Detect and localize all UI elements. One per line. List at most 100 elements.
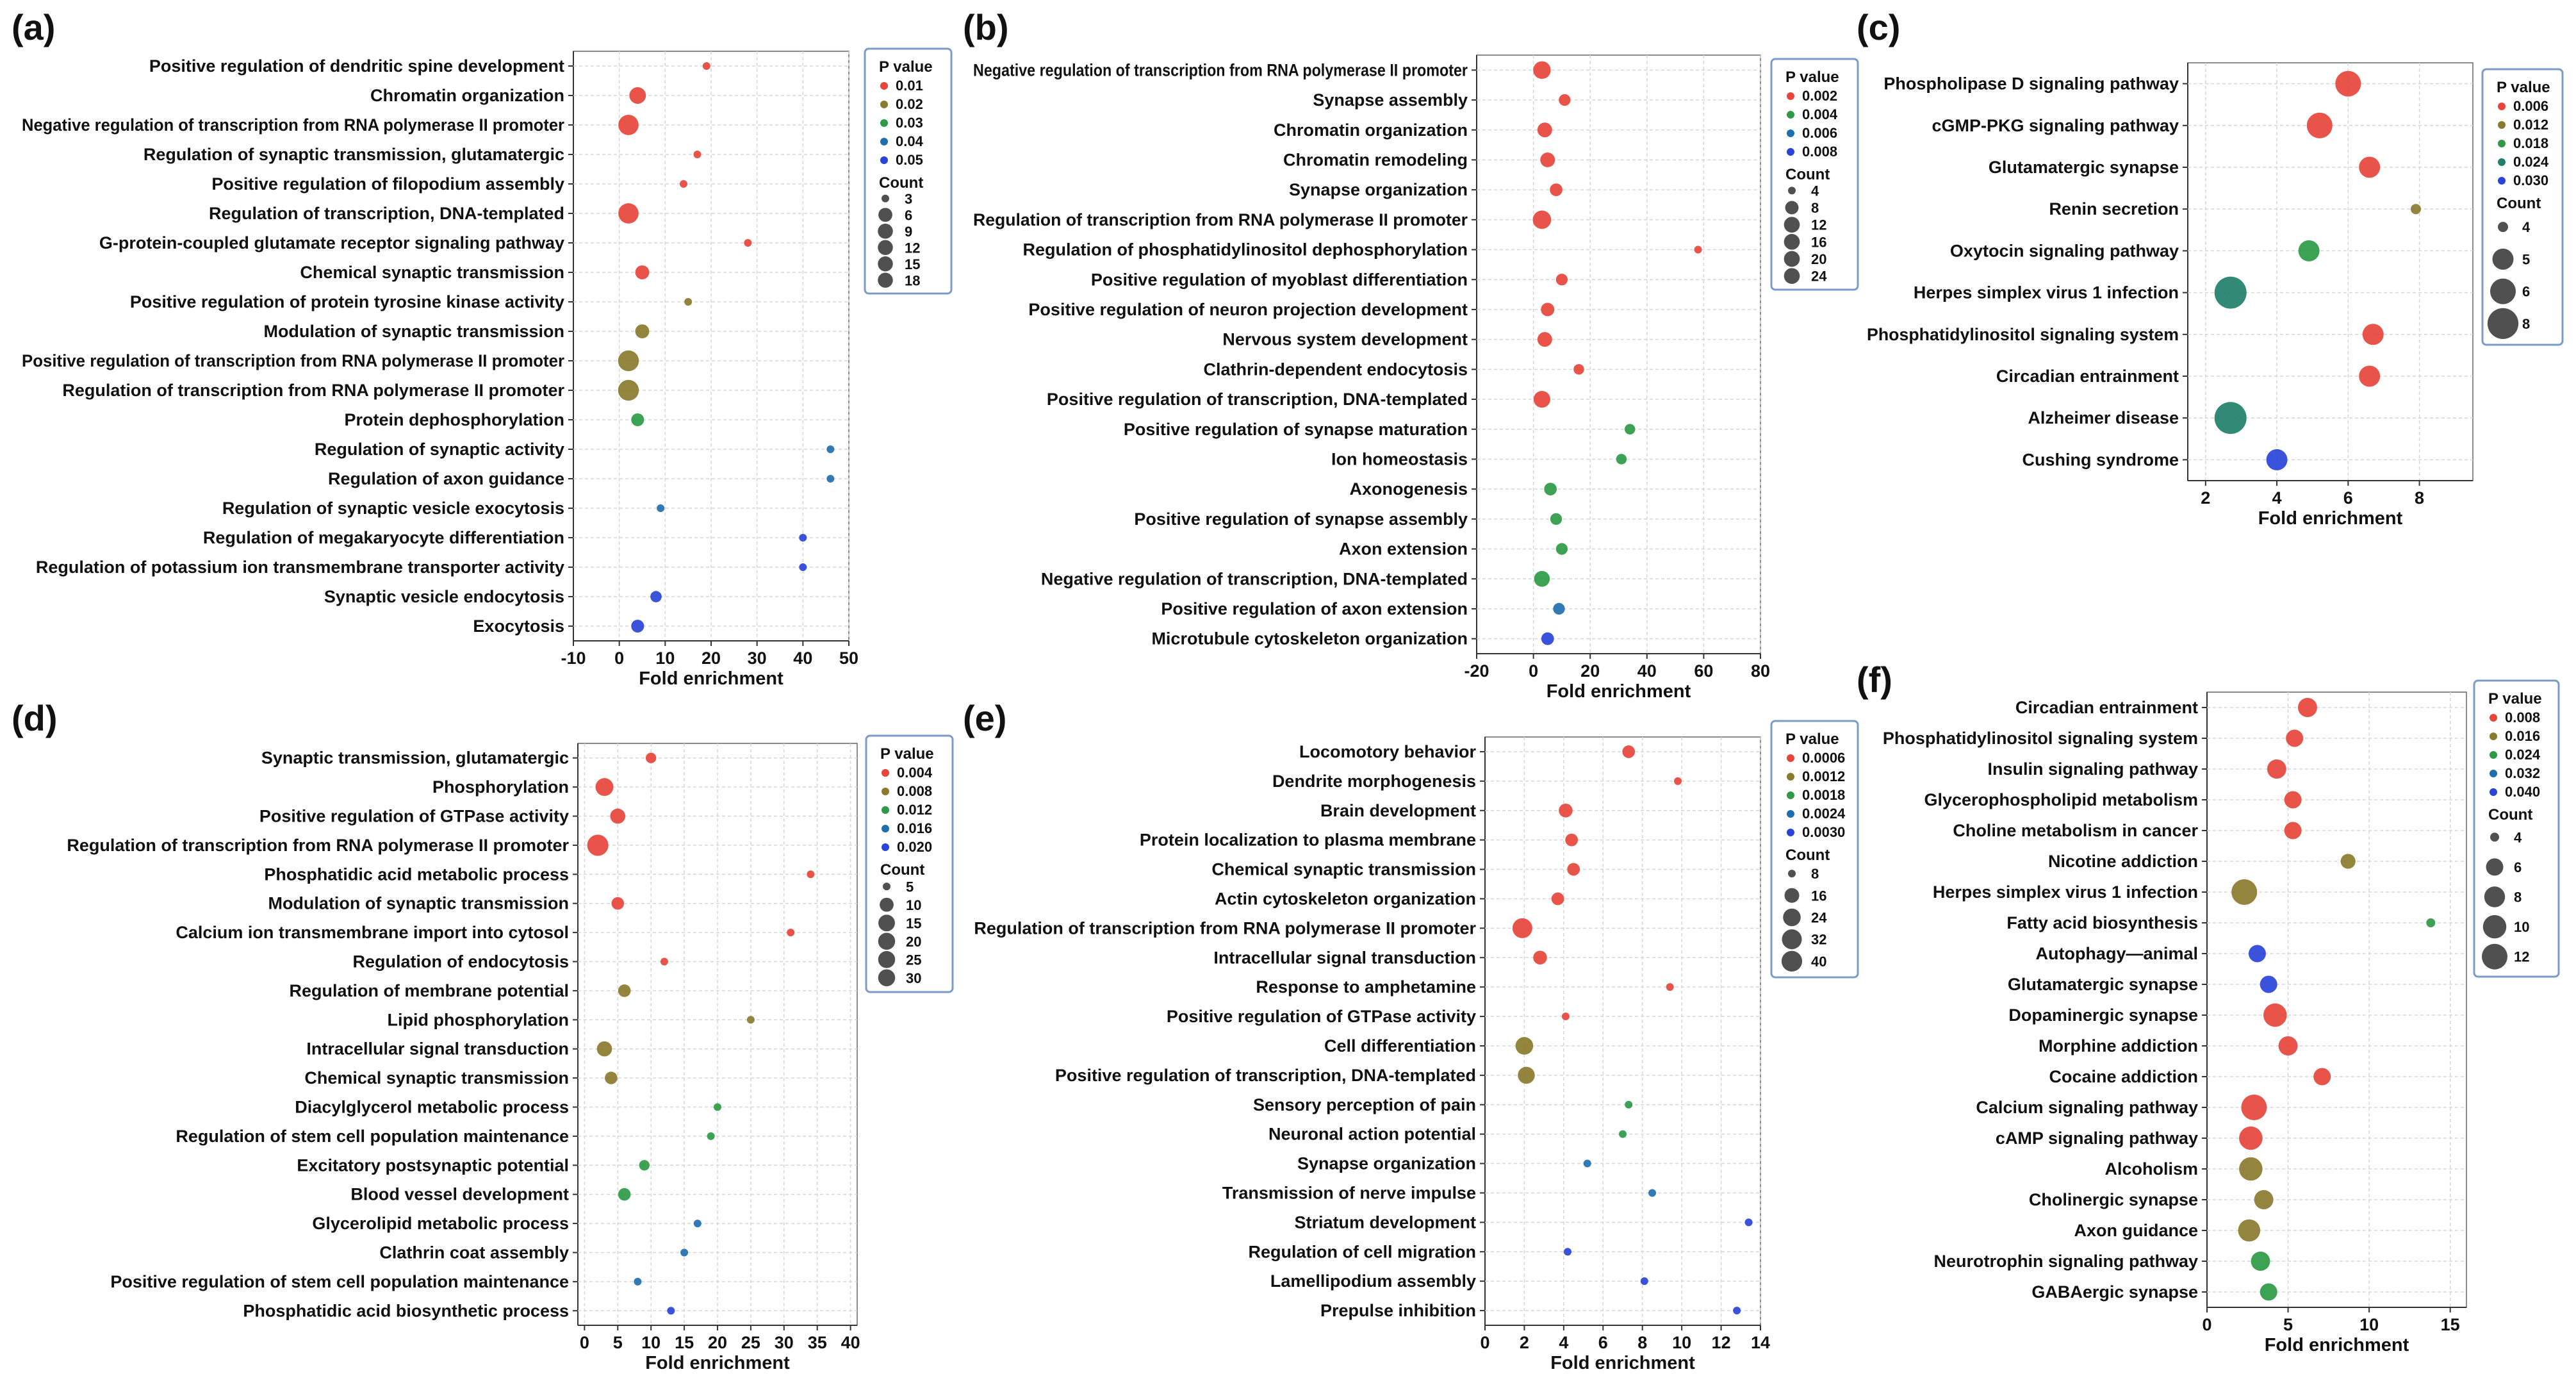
category-label: Regulation of megakaryocyte differentiat… [203,528,564,547]
legend: P value 0.006 0.012 0.018 0.024 0.030 Count 4 5 6… [2481,68,2564,346]
data-point [2284,791,2302,809]
category-label: Regulation of stem cell population maint… [176,1127,569,1146]
x-tick-label: 15 [2441,1315,2460,1334]
legend-pvalue-label: 0.024 [2505,747,2541,763]
legend-pvalue-title: P value [2488,690,2542,708]
x-tick-label: 6 [2343,488,2353,508]
legend-count-label: 5 [906,879,914,895]
category-label: Cushing syndrome [2022,450,2179,469]
category-label: Positive regulation of protein tyrosine … [130,292,564,311]
legend-count-swatch [878,208,892,222]
category-label: Positive regulation of axon extension [1161,599,1468,618]
legend-pvalue-label: 0.004 [1802,106,1838,122]
category-label: Regulation of transcription from RNA pol… [62,381,564,400]
category-label: Circadian entrainment [1996,367,2179,386]
legend-pvalue-swatch [1787,111,1794,119]
legend-pvalue-label: 0.0006 [1802,750,1845,766]
legend-count-swatch [2482,943,2507,970]
legend-pvalue-swatch [882,788,889,795]
category-label: Protein dephosphorylation [344,410,564,429]
legend-pvalue-label: 0.0030 [1802,824,1845,840]
legend-count-label: 8 [1811,866,1819,882]
data-point [707,1132,715,1140]
legend-count-label: 4 [1811,183,1819,199]
data-point [587,834,609,856]
legend-count-title: Count [1785,166,1830,183]
x-tick-label: 0 [614,649,624,668]
legend-count-swatch [878,224,893,239]
category-label: cAMP signaling pathway [1996,1129,2198,1148]
legend-count-swatch [880,897,894,912]
data-point [826,475,835,483]
legend-pvalue-label: 0.024 [2513,154,2549,170]
legend-pvalue-swatch [2490,751,2497,759]
legend-pvalue-swatch [1787,810,1794,818]
x-tick-label: 0 [2202,1315,2211,1334]
x-tick-label: 4 [2272,488,2282,508]
legend-pvalue-label: 0.032 [2505,765,2540,781]
data-point [787,929,795,937]
data-point [1550,513,1563,526]
legend-pvalue-swatch [880,101,888,108]
legend-pvalue-label: 0.02 [896,96,923,112]
category-label: Cocaine addiction [2049,1067,2198,1086]
category-label: Cell differentiation [1324,1036,1476,1055]
category-label: Calcium signaling pathway [1976,1098,2198,1117]
category-label: Ion homeostasis [1331,449,1468,468]
legend-count-swatch [1784,268,1800,284]
data-point [1567,863,1580,876]
legend-count-label: 4 [2514,829,2522,845]
legend-count-swatch [1783,908,1801,927]
category-label: Glutamatergic synapse [2008,975,2198,994]
panel-label: (b) [963,7,1009,47]
legend-frame [2481,68,2564,346]
data-point [807,870,815,879]
category-label: Herpes simplex virus 1 infection [1914,283,2179,302]
legend-count-swatch [878,951,896,968]
category-label: Positive regulation of synapse maturatio… [1124,420,1468,439]
data-point [1518,1066,1535,1084]
data-point [693,151,701,158]
legend-pvalue-swatch [882,825,889,832]
x-tick-label: 2 [1520,1333,1529,1352]
category-label: Dendrite morphogenesis [1272,772,1476,791]
legend-pvalue-title: P value [1785,69,1839,86]
legend-pvalue-swatch [1787,92,1794,100]
data-point [1564,1248,1571,1256]
category-label: Intracellular signal transduction [1213,948,1476,967]
category-label: Regulation of membrane potential [289,981,569,1000]
data-point [611,897,625,910]
data-point [702,62,710,70]
legend-count-swatch [1784,888,1800,903]
category-label: Blood vessel development [350,1185,569,1204]
category-label: Protein localization to plasma membrane [1140,831,1476,850]
category-label: GABAergic synapse [2031,1282,2198,1302]
data-point [1533,390,1550,408]
data-point [635,324,650,338]
data-point [2241,1095,2267,1120]
legend-count-label: 9 [905,224,912,240]
panel-label: (c) [1857,7,1900,47]
legend-count-swatch [2498,222,2508,233]
category-label: Phosphatidylinositol signaling system [1867,325,2179,344]
category-label: Glycerophospholipid metabolism [1924,790,2198,809]
legend-pvalue-swatch [1787,148,1794,156]
data-point [2214,276,2247,309]
category-label: Regulation of cell migration [1248,1242,1476,1261]
legend-pvalue-label: 0.0018 [1802,787,1845,803]
category-label: Modulation of synaptic transmission [268,894,569,913]
legend-count-swatch [2486,858,2504,876]
legend-count-label: 20 [906,934,921,950]
category-label: Axon extension [1339,540,1468,559]
legend-pvalue-swatch [2490,770,2497,777]
data-point [657,504,665,512]
legend-count-label: 24 [1811,269,1827,285]
category-label: Phosphatidylinositol signaling system [1883,729,2198,748]
category-label: Actin cytoskeleton organization [1215,889,1476,908]
plot-area [1476,54,1761,654]
legend-pvalue-label: 0.0012 [1802,768,1845,784]
chart-panel-1: (a) -10 0 10 20 30 40 50 Fold enrichment Positive… [12,7,953,689]
chart-panel-3: (c) 2 4 6 8 Fold enrichment Phospholipase D si… [1857,7,2564,529]
data-point [1550,183,1563,197]
